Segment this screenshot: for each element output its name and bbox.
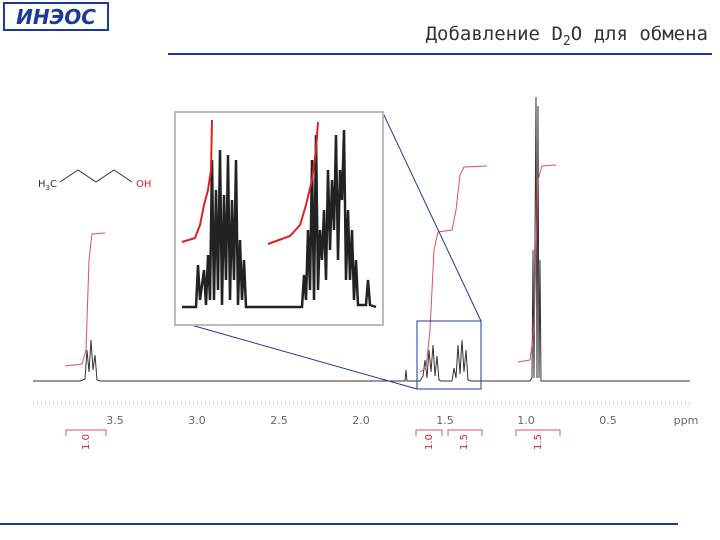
tick-label: 2.0 [352, 414, 370, 427]
c: C [50, 179, 57, 190]
title-sub: 2 [563, 34, 571, 49]
title-rest: O для обмена [571, 23, 708, 45]
integral-label: 1.0 [424, 434, 435, 450]
tick-label: 1.5 [436, 414, 454, 427]
zoom-line [190, 324, 418, 390]
bonds [59, 169, 133, 183]
zoom-line [382, 112, 482, 322]
integral-curves [64, 164, 557, 373]
title: Добавление D2O для обмена [426, 23, 708, 49]
molecule-right: OH [136, 179, 151, 190]
x-ticks: 3.5 3.0 2.5 2.0 1.5 1.0 0.5 ppm [106, 414, 698, 427]
title-main: Добавление D [426, 23, 563, 45]
integral-label: 1.0 [81, 434, 92, 450]
tick-label: 2.5 [270, 414, 288, 427]
integral-brackets [65, 429, 561, 436]
integral-label: 1.5 [533, 434, 544, 450]
inset-integrals [181, 119, 319, 245]
tick-label: 3.5 [106, 414, 124, 427]
axis-unit: ppm [674, 414, 699, 427]
molecule: H3C OH [38, 169, 151, 192]
inset-trace [182, 129, 377, 309]
molecule-left: H3C [38, 179, 57, 192]
h: H [38, 179, 46, 190]
tick-label: 3.0 [188, 414, 206, 427]
logo: ИНЭОС [16, 5, 96, 29]
logo-frame [3, 2, 109, 31]
integral-label: 1.5 [459, 434, 470, 450]
tick-label: 1.0 [517, 414, 535, 427]
sub: 3 [46, 184, 50, 192]
zoom-box [416, 320, 482, 390]
tick-label: 0.5 [599, 414, 617, 427]
